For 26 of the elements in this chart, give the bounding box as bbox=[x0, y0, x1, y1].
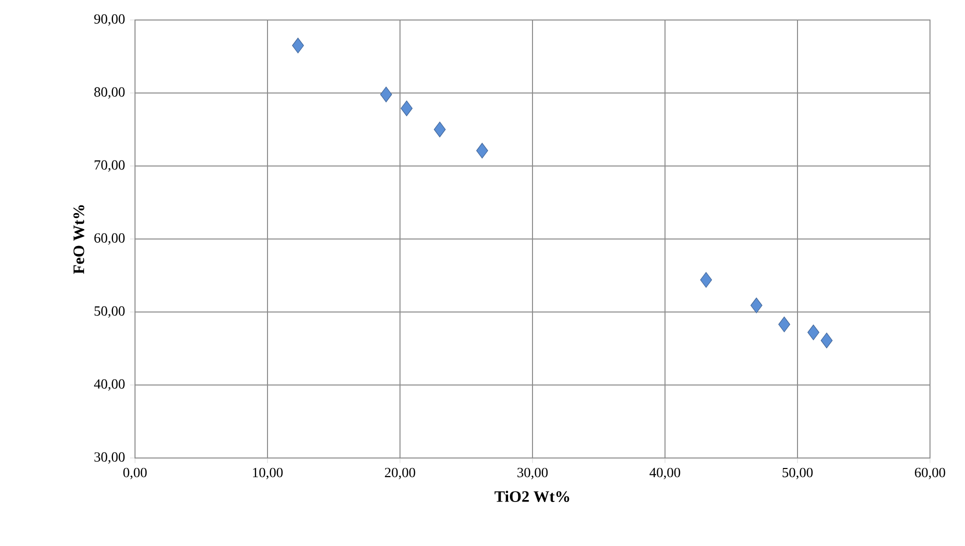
x-tick-label: 40,00 bbox=[650, 468, 680, 480]
point bbox=[807, 324, 820, 340]
x-tick-label: 20,00 bbox=[384, 468, 416, 480]
x-tick-label: 10,00 bbox=[253, 468, 283, 480]
x-tick-label: 30,00 bbox=[517, 468, 548, 480]
point bbox=[820, 332, 833, 348]
y-tick-label: 50,00 bbox=[94, 306, 125, 318]
point bbox=[380, 86, 392, 102]
x-tick-label: 50,00 bbox=[782, 468, 813, 480]
point bbox=[400, 100, 413, 116]
point bbox=[476, 142, 488, 158]
y-tick-label: 30,00 bbox=[94, 452, 125, 464]
y-tick-label: 90,00 bbox=[94, 14, 125, 26]
y-tick-label: 80,00 bbox=[94, 87, 125, 99]
x-tick-label: 0,00 bbox=[123, 468, 147, 480]
y-tick-label: 40,00 bbox=[94, 379, 125, 391]
point bbox=[292, 38, 304, 54]
point bbox=[778, 316, 790, 332]
point bbox=[700, 272, 712, 288]
y-tick-label: 70,00 bbox=[94, 160, 125, 172]
x-tick-label: 60,00 bbox=[914, 468, 946, 480]
point bbox=[434, 122, 446, 138]
y-axis-title: FeO Wt% bbox=[73, 205, 84, 274]
x-axis-title: TiO2 Wt% bbox=[494, 490, 570, 502]
y-tick-label: 60,00 bbox=[94, 233, 125, 245]
point bbox=[750, 298, 762, 314]
